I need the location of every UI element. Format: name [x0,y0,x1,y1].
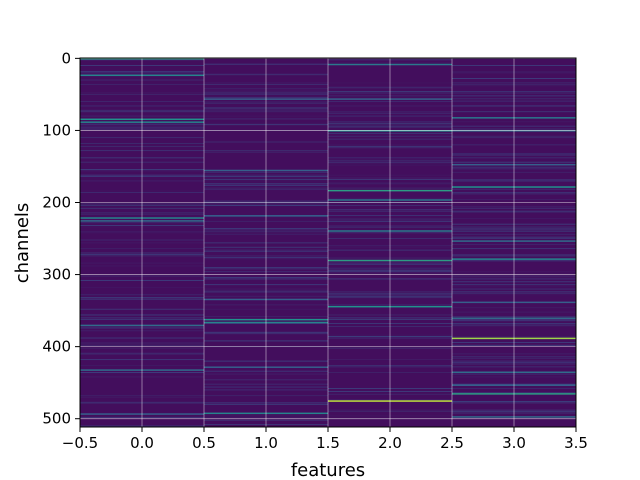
x-tick-label: 2.0 [378,434,402,452]
x-tick-label: −0.5 [62,434,98,452]
y-tick-label: 400 [42,338,71,356]
x-tick-label: 0.5 [192,434,216,452]
x-tick-label: 1.5 [316,434,340,452]
x-tick-label: 3.0 [502,434,526,452]
y-axis-label: channels [12,203,33,284]
y-tick-label: 500 [42,410,71,428]
y-tick-label: 300 [42,266,71,284]
x-tick-label: 1.0 [254,434,278,452]
y-tick-label: 200 [42,194,71,212]
x-tick-label: 3.5 [564,434,588,452]
axes: −0.5 0.0 0.5 1.0 1.5 2.0 2.5 3.0 3.5 0 100 200 300 40… [42,49,588,452]
x-tick-label: 2.5 [440,434,464,452]
y-tick-label: 100 [42,121,71,139]
x-axis-label: features [291,460,365,480]
x-tick-label: 0.0 [130,434,154,452]
y-tick-label: 0 [61,49,71,67]
